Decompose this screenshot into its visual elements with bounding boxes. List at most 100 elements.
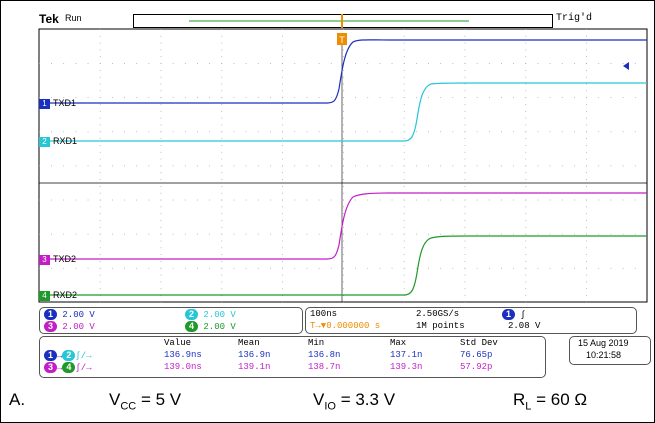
grid-dot [148,267,150,269]
grid-dot [561,199,563,201]
grid-dot [525,179,527,180]
grid-dot [488,165,490,167]
grid-dot [99,131,101,133]
grid-dot [197,97,198,99]
grid-dot [282,192,283,194]
ch1-ground-marker[interactable]: 1 [39,99,50,109]
grid-dot [75,199,77,201]
grid-dot [403,199,405,201]
grid-dot [525,63,527,64]
ch2-label: RXD1 [53,136,78,146]
grid-dot [355,267,356,269]
grid-dot [160,97,162,99]
grid-dot [294,131,296,133]
grid-dot [160,131,162,133]
grid-dot [160,261,162,262]
grid-dot [306,233,308,235]
grid-dot [452,63,454,64]
meas2-value: 139.0ns [164,362,202,372]
grid-dot [403,151,405,153]
grid-dot [209,63,211,64]
grid-dot [586,69,587,71]
grid-dot [330,97,332,99]
grid-dot [99,29,101,30]
grid-dot [464,49,466,51]
grid-dot [574,165,575,167]
grid-dot [221,274,223,276]
grid-dot [403,247,405,249]
grid-dot [221,76,223,78]
grid-dot [610,165,612,167]
grid-dot [270,233,271,235]
ch3-ground-marker[interactable]: 3 [39,255,50,265]
grid-dot [160,247,162,249]
grid-dot [598,233,600,235]
ch2-ground-marker[interactable]: 2 [39,137,50,147]
grid-dot [257,131,259,133]
grid-dot [452,233,454,235]
horizontal-trigger-panel[interactable]: 100ns 2.50GS/s 1 ∫ T→▼0.000000 s 1M poin… [305,307,637,334]
grid-dot [282,76,283,78]
grid-dot [379,199,381,201]
timebase: 100ns [310,309,338,319]
grid-dot [549,97,551,99]
grid-dot [574,233,575,235]
grid-dot [561,131,563,133]
grid-dot [160,281,162,283]
grid-dot [39,267,40,269]
grid-dot [343,254,344,256]
ch4-label: RXD2 [53,290,78,300]
grid-dot [513,233,515,235]
meas-header-min: Min [308,338,325,348]
trigger-level-arrow [623,62,629,70]
grid-dot [403,117,405,119]
grid-dot [221,69,223,71]
grid-dot [294,165,296,167]
meas2-from-badge: 3 [44,362,57,373]
grid-dot [622,233,624,235]
grid-dot [549,131,551,133]
grid-dot [99,42,101,44]
edge-icon: ∫/→ [75,351,92,361]
grid-dot [452,165,454,167]
grid-dot [343,261,344,262]
grid-dot [513,63,515,64]
grid-dot [51,165,52,167]
grid-dot [464,267,466,269]
grid-dot [598,199,600,201]
grid-dot [75,97,77,99]
grid-dot [75,131,77,133]
ch4-ground-marker[interactable]: 4 [39,291,50,301]
grid-dot [343,110,344,112]
grid-dot [610,63,612,64]
measurement-panel[interactable]: Value Mean Min Max Std Dev 1 → 2 ∫/→ 136.9n… [39,336,546,378]
grid-dot [476,165,478,167]
grid-dot [561,233,563,235]
grid-dot [464,29,466,30]
grid-dot [343,192,344,194]
channel-scale-panel[interactable]: 1 2.00 V 2 2.00 V 3 2.00 V 4 2.00 V [39,307,303,334]
grid-dot [63,267,65,269]
grid-dot [343,240,344,242]
grid-dot [160,267,162,269]
grid-dot [245,131,247,133]
waveform-display: T [38,14,648,303]
grid-dot [172,199,174,201]
grid-dot [343,49,344,51]
grid-dot [586,240,587,242]
grid-dot [355,165,356,167]
meas2-mean: 139.1n [238,362,271,372]
grid-dot [403,233,405,235]
grid-dot [160,226,162,228]
grid-dot [330,165,332,167]
grid-dot [160,172,162,174]
meas1-mean: 136.9n [238,350,271,360]
grid-dot [51,199,52,201]
grid-dot [282,206,283,208]
grid-dot [343,302,344,303]
grid-dot [574,199,575,201]
grid-dot [501,267,502,269]
grid-dot [415,63,417,64]
grid-dot [282,56,283,58]
